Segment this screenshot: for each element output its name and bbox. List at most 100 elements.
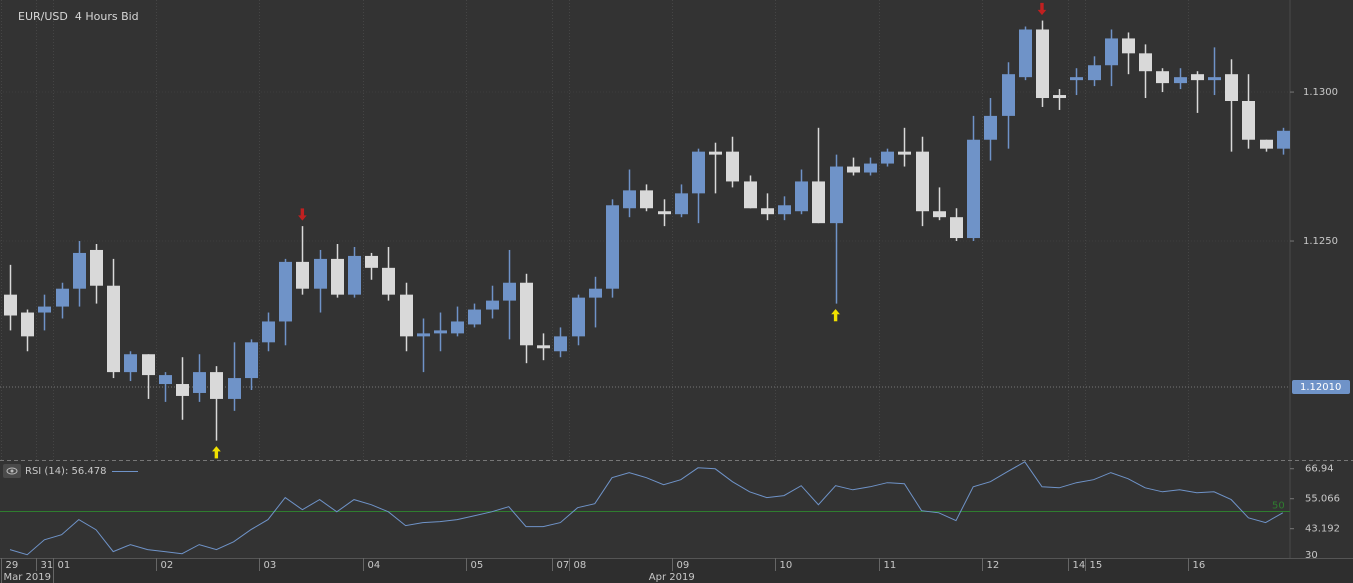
month-label: Apr 2019 <box>649 572 695 583</box>
y-tick-label: 55.066 <box>1305 494 1340 505</box>
price-label-box <box>1292 380 1350 395</box>
candle-body <box>1208 77 1221 81</box>
x-tick-label: 31 <box>41 560 54 571</box>
y-tick-label: 66.94 <box>1305 464 1334 475</box>
candle-body <box>4 294 17 316</box>
signal-arrow-down <box>1036 2 1048 17</box>
candle-body <box>830 166 843 224</box>
candle-body <box>176 384 189 396</box>
signal-arrow-up <box>829 308 842 322</box>
candle-body <box>296 261 309 289</box>
candle-body <box>1122 38 1135 54</box>
time-axis: 29 31 01 02 03 04 05 07 08 09 10 11 12 14 15 16 Mar 2019… <box>0 558 1353 583</box>
candle-body <box>658 211 671 215</box>
candle-body <box>1070 77 1083 81</box>
y-tick-label: 1.1250 <box>1303 236 1338 247</box>
candle-body <box>675 193 688 215</box>
candle-body <box>365 255 378 268</box>
month-label: Mar 2019 <box>3 572 51 583</box>
candle-body <box>950 217 963 239</box>
candle-body <box>193 372 206 393</box>
candle-body <box>107 285 120 373</box>
x-tick-label: 14 <box>1073 560 1086 571</box>
x-tick-label: 12 <box>987 560 1000 571</box>
candle-body <box>503 282 516 301</box>
candle-body <box>1191 74 1204 81</box>
candle-body <box>38 306 51 313</box>
x-tick-label: 07 <box>557 560 570 571</box>
candle-body <box>314 258 327 289</box>
candle-body <box>640 190 653 209</box>
candle-body <box>1174 77 1187 84</box>
candle-body <box>1260 139 1273 149</box>
candle-body <box>967 139 980 239</box>
candle-body <box>1242 100 1255 140</box>
candle-body <box>761 208 774 215</box>
candle-body <box>1036 29 1049 99</box>
x-tick-label: 03 <box>264 560 277 571</box>
level-label: 50 <box>1272 501 1285 512</box>
candle-body <box>933 211 946 218</box>
candle-body <box>90 249 103 286</box>
x-tick-label: 01 <box>58 560 71 571</box>
candle-body <box>142 354 155 376</box>
x-tick-label: 29 <box>6 560 19 571</box>
signal-arrow-down <box>296 207 309 222</box>
candle-body <box>589 288 602 298</box>
x-tick-label: 02 <box>161 560 174 571</box>
candle-body <box>159 375 172 385</box>
candle-body <box>709 151 722 155</box>
x-tick-label: 11 <box>884 560 897 571</box>
candle-body <box>778 205 791 215</box>
rsi-legend: RSI (14): 56.478 <box>25 466 107 477</box>
y-tick-label: 43.192 <box>1305 524 1340 535</box>
time-axis-bg <box>0 558 1353 583</box>
candle-body <box>984 115 997 140</box>
candle-body <box>554 336 567 352</box>
candle-body <box>331 258 344 295</box>
candle-body <box>1105 38 1118 66</box>
candle-body <box>1277 130 1290 149</box>
candle-body <box>434 330 447 334</box>
candle-body <box>451 321 464 334</box>
x-tick-label: 08 <box>574 560 587 571</box>
price-panel: 1.1250 1.1300 1.12010 <box>0 0 1350 460</box>
x-tick-label: 04 <box>368 560 381 571</box>
x-tick-label: 09 <box>677 560 690 571</box>
candle-body <box>348 255 361 295</box>
candle-body <box>1139 53 1152 72</box>
candle-body <box>795 181 808 212</box>
candle-body <box>400 294 413 337</box>
candle-body <box>210 372 223 399</box>
candle-body <box>812 181 825 224</box>
y-tick-label: 1.1300 <box>1303 87 1338 98</box>
candle-body <box>21 312 34 337</box>
candle-body <box>468 309 481 325</box>
price-axis <box>1290 0 1353 558</box>
x-tick-label: 05 <box>471 560 484 571</box>
signal-arrow-up <box>210 445 223 459</box>
candle-body <box>228 378 241 399</box>
candle-body <box>606 205 619 289</box>
candle-body <box>881 151 894 164</box>
candle-body <box>486 300 499 310</box>
candle-body <box>1002 74 1015 116</box>
candle-body <box>864 163 877 173</box>
candle-body <box>56 288 69 307</box>
candle-body <box>124 354 137 373</box>
candle-body <box>537 345 550 349</box>
candle-body <box>382 267 395 295</box>
candle-body <box>572 297 585 337</box>
candle-body <box>520 282 533 346</box>
x-tick-label: 10 <box>780 560 793 571</box>
candle-body <box>1156 71 1169 84</box>
candle-body <box>417 333 430 337</box>
x-tick-label: 16 <box>1193 560 1206 571</box>
candle-body <box>847 166 860 173</box>
candle-body <box>1088 65 1101 81</box>
candle-body <box>279 261 292 322</box>
candle-body <box>726 151 739 182</box>
